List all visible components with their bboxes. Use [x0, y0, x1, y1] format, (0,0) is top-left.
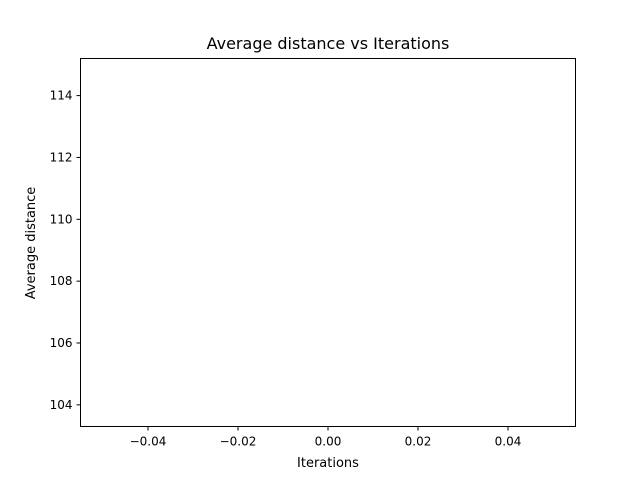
y-axis-ticks: 104 106 108 110 112 114: [50, 89, 81, 412]
x-tick-label: 0.04: [495, 435, 522, 449]
x-tick-label: 0.00: [315, 435, 342, 449]
x-axis-label: Iterations: [297, 456, 359, 471]
x-tick-label: −0.02: [220, 435, 257, 449]
y-tick-label: 104: [50, 398, 73, 412]
x-tick-label: 0.02: [405, 435, 432, 449]
y-tick-label: 110: [50, 212, 73, 226]
y-tick-label: 108: [50, 274, 73, 288]
chart-title: Average distance vs Iterations: [207, 34, 450, 53]
y-axis-label: Average distance: [24, 187, 39, 300]
x-tick-label: −0.04: [130, 435, 167, 449]
y-tick-label: 112: [50, 150, 73, 164]
y-tick-label: 106: [50, 336, 73, 350]
plot-area-frame: [80, 58, 576, 427]
x-axis-ticks: −0.04 −0.02 0.00 0.02 0.04: [130, 426, 522, 449]
y-tick-label: 114: [50, 89, 73, 103]
